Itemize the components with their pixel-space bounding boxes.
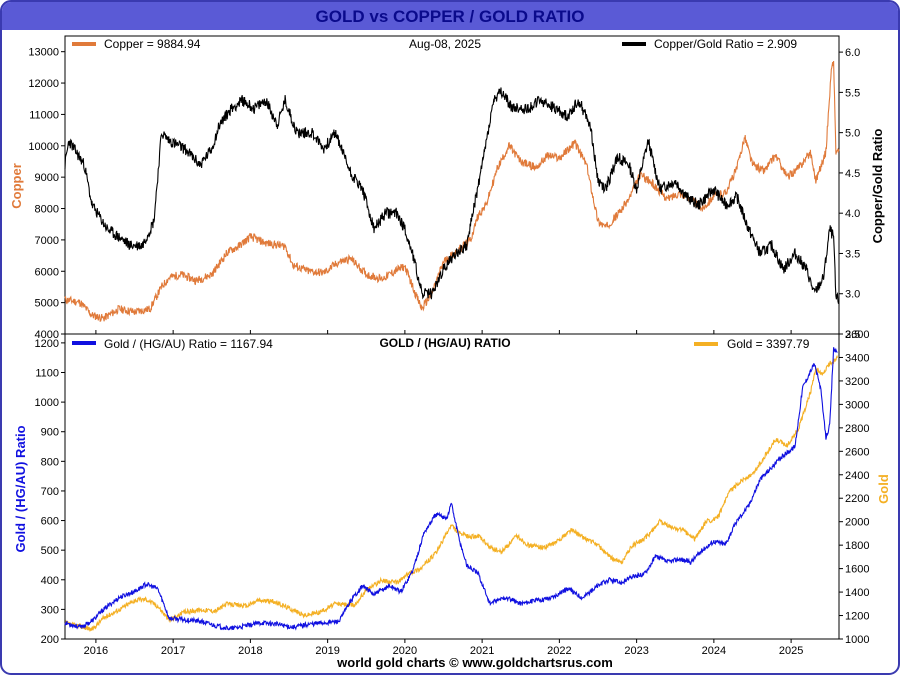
x-axis-ticks: 2016 2017 2018 2019 2020 2021 2022 2023 2024 2025 xyxy=(84,330,803,657)
copper-gold-ratio-axis-tick-label: 5.0 xyxy=(845,128,860,140)
title-bar-bottom xyxy=(2,20,898,30)
x-axis-tick-label: 2020 xyxy=(393,645,417,657)
bottom-left-axis-ticks: 200 300 400 500 600 700 800 900 1000 1100 1200 xyxy=(35,338,65,646)
gold-axis-tick-label: 3200 xyxy=(845,376,869,388)
copper-gold-ratio-axis-tick-label: 3.5 xyxy=(845,248,860,260)
copper-gold-ratio-axis-tick-label: 6.0 xyxy=(845,47,860,59)
gold-axis-tick-label: 2200 xyxy=(845,493,869,505)
legend-gold-label: Gold = 3397.79 xyxy=(727,337,810,351)
top-right-axis-ticks: 2.5 3.0 3.5 4.0 4.5 5.0 5.5 6.0 xyxy=(839,47,860,341)
legend-copper-label: Copper = 9884.94 xyxy=(104,37,201,51)
x-axis-tick-label: 2021 xyxy=(470,645,494,657)
gold-axis-tick-label: 1800 xyxy=(845,540,869,552)
gold-axis-tick-label: 1400 xyxy=(845,587,869,599)
gold-hgau-ratio-axis-tick-label: 500 xyxy=(41,545,59,557)
bottom-panel-frame xyxy=(64,333,840,640)
copper-gold-ratio-axis-tick-label: 3.0 xyxy=(845,289,860,301)
top-left-axis-ticks: 4000 5000 6000 7000 8000 9000 10000 11000 12000 1… xyxy=(28,47,65,341)
gold-hgau-ratio-axis-tick-label: 400 xyxy=(41,575,59,587)
top-panel-frame xyxy=(64,35,840,335)
gold-axis-tick-label: 2400 xyxy=(845,470,869,482)
x-axis-tick-label: 2023 xyxy=(624,645,648,657)
gold-axis-label: Gold xyxy=(876,474,891,504)
copper-axis-tick-label: 4000 xyxy=(35,329,59,341)
copper-axis-tick-label: 6000 xyxy=(35,266,59,278)
gold-axis-tick-label: 2800 xyxy=(845,423,869,435)
copper-gold-ratio-axis-tick-label: 4.5 xyxy=(845,168,860,180)
gold-axis-tick-label: 1600 xyxy=(845,564,869,576)
bottom-right-axis-ticks: 1000 1200 1400 1600 1800 2000 2200 2400 2600 2800… xyxy=(839,329,869,646)
copper-axis-tick-label: 11000 xyxy=(29,109,59,121)
x-axis-tick-label: 2019 xyxy=(315,645,339,657)
gold-series-line xyxy=(64,354,839,632)
legend-gold-ratio-label: Gold / (HG/AU) Ratio = 1167.94 xyxy=(104,337,273,351)
gold-hgau-ratio-axis-tick-label: 700 xyxy=(41,486,59,498)
x-axis-tick-label: 2016 xyxy=(84,645,108,657)
gold-hgau-ratio-axis-tick-label: 800 xyxy=(41,456,59,468)
gold-axis-tick-label: 3000 xyxy=(845,399,869,411)
copper-axis-tick-label: 13000 xyxy=(28,47,59,59)
copper-series-line xyxy=(64,60,840,322)
gold-hgau-ratio-axis-tick-label: 300 xyxy=(41,604,59,616)
x-axis-tick-label: 2018 xyxy=(238,645,262,657)
x-axis-tick-label: 2017 xyxy=(161,645,185,657)
copper-axis-tick-label: 9000 xyxy=(35,172,59,184)
chart-title: GOLD vs COPPER / GOLD RATIO xyxy=(316,7,585,26)
copper-axis-tick-label: 10000 xyxy=(28,141,59,153)
gold-hgau-ratio-axis-tick-label: 200 xyxy=(41,634,59,646)
gold-axis-tick-label: 2600 xyxy=(845,446,869,458)
copper-gold-ratio-axis-label: Copper/Gold Ratio xyxy=(870,129,885,244)
x-axis-tick-label: 2025 xyxy=(779,645,803,657)
gold-axis-tick-label: 3400 xyxy=(845,352,869,364)
gold-axis-tick-label: 1200 xyxy=(845,611,869,623)
x-axis-tick-label: 2024 xyxy=(702,645,726,657)
bottom-panel-title: GOLD / (HG/AU) RATIO xyxy=(379,336,510,350)
gold-hgau-ratio-axis-tick-label: 1000 xyxy=(35,397,59,409)
gold-axis-tick-label: 1000 xyxy=(845,634,869,646)
top-panel-date: Aug-08, 2025 xyxy=(409,37,481,51)
copper-gold-ratio-axis-tick-label: 2.5 xyxy=(845,329,860,341)
copper-axis-tick-label: 5000 xyxy=(35,298,59,310)
copper-axis-label: Copper xyxy=(9,163,24,209)
gold-hgau-ratio-axis-tick-label: 1200 xyxy=(35,338,59,350)
gold-hgau-ratio-series-line xyxy=(64,347,838,631)
legend-ratio-label: Copper/Gold Ratio = 2.909 xyxy=(654,37,797,51)
top-panel-series xyxy=(64,60,840,322)
gold-hgau-ratio-axis-tick-label: 900 xyxy=(41,427,59,439)
copper-gold-ratio-series-line xyxy=(64,87,840,304)
copper-axis-tick-label: 7000 xyxy=(35,235,59,247)
gold-axis-tick-label: 3600 xyxy=(845,329,869,341)
x-axis-tick-label: 2022 xyxy=(547,645,571,657)
gold-hgau-ratio-axis-tick-label: 1100 xyxy=(35,367,59,379)
bottom-panel-series xyxy=(64,347,839,632)
copper-axis-tick-label: 8000 xyxy=(35,204,59,216)
gold-hgau-ratio-axis-tick-label: 600 xyxy=(41,516,59,528)
gold-axis-tick-label: 2000 xyxy=(845,517,869,529)
gold-hgau-ratio-axis-label: Gold / (HG/AU) Ratio xyxy=(13,425,28,552)
copper-gold-ratio-axis-tick-label: 5.5 xyxy=(845,87,860,99)
footer-credit: world gold charts © www.goldchartsrus.co… xyxy=(336,655,613,670)
copper-axis-tick-label: 12000 xyxy=(28,78,59,90)
copper-gold-ratio-axis-tick-label: 4.0 xyxy=(845,208,860,220)
